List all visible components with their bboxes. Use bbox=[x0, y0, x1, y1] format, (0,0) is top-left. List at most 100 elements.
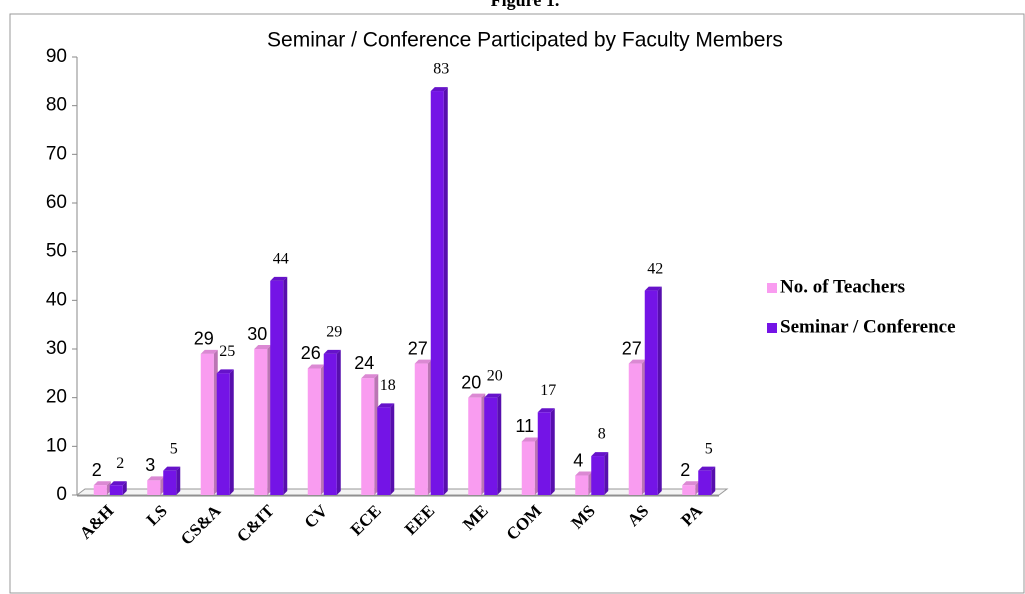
bar bbox=[147, 480, 161, 495]
data-label: 2 bbox=[92, 460, 102, 480]
bar bbox=[109, 485, 123, 495]
chart-title: Seminar / Conference Participated by Fac… bbox=[267, 29, 783, 52]
bar bbox=[307, 368, 321, 495]
bar-top bbox=[270, 276, 288, 281]
y-tick-label: 70 bbox=[46, 143, 67, 164]
y-tick-label: 80 bbox=[46, 95, 67, 116]
bar-side bbox=[550, 408, 555, 495]
data-label: 27 bbox=[622, 338, 642, 358]
bar bbox=[270, 280, 284, 495]
bar bbox=[361, 378, 375, 495]
y-tick-label: 30 bbox=[46, 338, 67, 359]
data-label: 3 bbox=[145, 455, 155, 475]
figure-label: Figure 1. bbox=[491, 0, 560, 10]
legend-swatch bbox=[767, 283, 777, 293]
data-label: 5 bbox=[705, 440, 713, 457]
data-label: 83 bbox=[433, 61, 449, 78]
bar-top bbox=[323, 349, 341, 354]
bar bbox=[254, 349, 268, 495]
data-label: 4 bbox=[573, 450, 583, 470]
bar-top bbox=[307, 364, 325, 369]
legend-swatch bbox=[767, 323, 777, 333]
bar-side bbox=[336, 349, 341, 495]
data-label: 26 bbox=[301, 343, 321, 363]
bar bbox=[628, 363, 642, 495]
bar-side bbox=[497, 393, 502, 495]
data-label: 20 bbox=[461, 372, 481, 392]
y-tick-label: 90 bbox=[46, 46, 67, 67]
bar-top bbox=[698, 466, 716, 471]
bar-top bbox=[200, 349, 218, 354]
bar bbox=[323, 353, 337, 495]
data-label: 29 bbox=[194, 329, 214, 349]
y-tick-label: 10 bbox=[46, 435, 67, 456]
bar-top bbox=[430, 87, 448, 92]
legend-label: Seminar / Conference bbox=[780, 316, 956, 337]
bar-top bbox=[414, 359, 432, 364]
bar-top bbox=[575, 471, 593, 476]
bar-top bbox=[521, 437, 539, 442]
data-label: 18 bbox=[380, 377, 396, 394]
data-label: 2 bbox=[680, 460, 690, 480]
data-label: 27 bbox=[408, 338, 428, 358]
bar-side bbox=[604, 452, 609, 495]
bar-top bbox=[163, 466, 181, 471]
bar-top bbox=[93, 481, 111, 486]
bar bbox=[591, 456, 605, 495]
bar-top bbox=[628, 359, 646, 364]
data-label: 24 bbox=[354, 353, 374, 373]
data-label: 11 bbox=[515, 416, 534, 436]
y-tick-label: 50 bbox=[46, 241, 67, 262]
y-tick-label: 0 bbox=[56, 484, 67, 505]
bar bbox=[575, 475, 589, 495]
bar-top bbox=[644, 286, 662, 291]
bar bbox=[521, 441, 535, 495]
bar bbox=[414, 363, 428, 495]
bar-side bbox=[711, 466, 716, 495]
bar bbox=[430, 91, 444, 496]
data-label: 5 bbox=[170, 440, 178, 457]
floor bbox=[75, 488, 729, 496]
bar-side bbox=[122, 481, 127, 495]
data-label: 8 bbox=[598, 426, 606, 443]
bar-top bbox=[109, 481, 127, 486]
bar-side bbox=[390, 403, 395, 495]
bar-top bbox=[216, 369, 234, 374]
data-label: 44 bbox=[273, 251, 289, 268]
bar-top bbox=[682, 481, 700, 486]
bar-top bbox=[484, 393, 502, 398]
y-tick-label: 60 bbox=[46, 192, 67, 213]
bar bbox=[537, 412, 551, 495]
bar-top bbox=[377, 403, 395, 408]
data-label: 2 bbox=[116, 455, 124, 472]
bar-side bbox=[283, 276, 288, 495]
bar-top bbox=[254, 345, 272, 349]
y-tick-label: 20 bbox=[46, 387, 67, 408]
y-tick-label: 40 bbox=[46, 289, 67, 310]
data-label: 42 bbox=[647, 260, 663, 277]
data-label: 25 bbox=[219, 343, 235, 360]
bar bbox=[682, 485, 696, 495]
bar bbox=[644, 290, 658, 495]
bar-top bbox=[537, 408, 555, 413]
bar-side bbox=[229, 369, 234, 495]
bar bbox=[377, 407, 391, 495]
bar-top bbox=[361, 374, 379, 379]
bar-top bbox=[468, 393, 486, 398]
bar bbox=[698, 470, 712, 495]
legend-label: No. of Teachers bbox=[780, 276, 905, 297]
data-label: 20 bbox=[487, 367, 503, 384]
bar bbox=[484, 397, 498, 495]
data-label: 30 bbox=[247, 324, 267, 344]
bar-side bbox=[657, 286, 662, 495]
bar bbox=[93, 485, 107, 495]
bar bbox=[216, 373, 230, 495]
bar-side bbox=[176, 466, 181, 495]
bar bbox=[200, 353, 214, 495]
bar-top bbox=[147, 476, 165, 481]
bar-top bbox=[591, 452, 609, 457]
data-label: 29 bbox=[326, 324, 342, 341]
bar-side bbox=[443, 87, 448, 496]
bar bbox=[468, 397, 482, 495]
